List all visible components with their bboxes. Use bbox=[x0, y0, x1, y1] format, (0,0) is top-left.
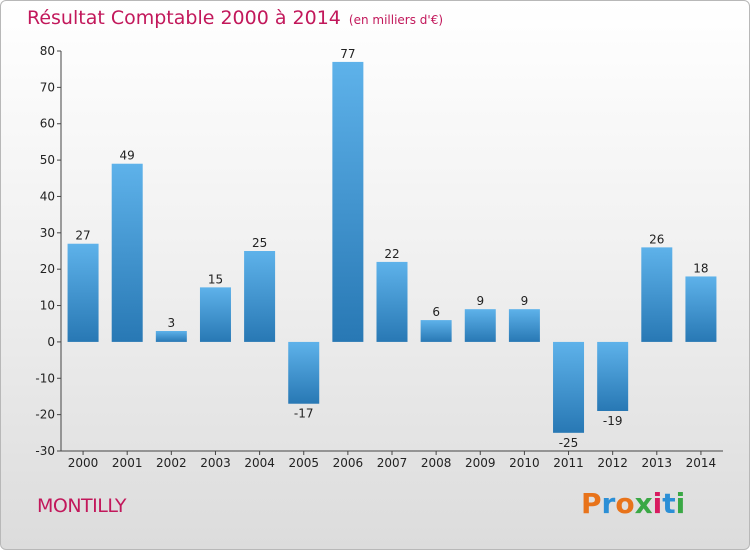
y-tick-label: 10 bbox=[40, 299, 55, 313]
data-label-2011: -25 bbox=[559, 436, 579, 450]
data-label-2002: 3 bbox=[168, 316, 176, 330]
proxiti-logo: Proxiti bbox=[581, 487, 691, 523]
bar-2001 bbox=[111, 163, 143, 342]
logo-letter: P bbox=[581, 487, 602, 520]
city-name: MONTILLY bbox=[37, 495, 127, 517]
bar-2013 bbox=[641, 247, 673, 342]
y-tick-label: 80 bbox=[40, 44, 55, 58]
data-label-2000: 27 bbox=[75, 229, 90, 243]
y-tick-label: 50 bbox=[40, 153, 55, 167]
data-label-2012: -19 bbox=[603, 414, 623, 428]
bar-2014 bbox=[685, 276, 717, 342]
x-tick-label: 2005 bbox=[288, 456, 319, 470]
bar-2009 bbox=[464, 309, 496, 342]
y-tick-label: -20 bbox=[35, 408, 55, 422]
logo-letter: o bbox=[615, 487, 635, 520]
bars bbox=[67, 61, 717, 433]
bar-2010 bbox=[508, 309, 540, 342]
logo-letter: i bbox=[652, 487, 663, 520]
x-tick-label: 2001 bbox=[112, 456, 143, 470]
bar-2005 bbox=[288, 341, 320, 404]
x-tick-label: 2006 bbox=[333, 456, 364, 470]
y-tick-label: -10 bbox=[35, 371, 55, 385]
x-tick-label: 2007 bbox=[377, 456, 408, 470]
y-tick-label: 70 bbox=[40, 80, 55, 94]
bar-2004 bbox=[244, 251, 276, 342]
data-label-2006: 77 bbox=[340, 47, 355, 61]
logo-letter: t bbox=[662, 487, 676, 520]
y-tick-label: 40 bbox=[40, 189, 55, 203]
x-tick-label: 2014 bbox=[686, 456, 717, 470]
title-text: Résultat Comptable 2000 à 2014 bbox=[27, 7, 341, 29]
bar-2000 bbox=[67, 243, 99, 342]
bar-2003 bbox=[199, 287, 231, 342]
y-tick-label: 60 bbox=[40, 117, 55, 131]
data-label-2003: 15 bbox=[208, 272, 223, 286]
x-tick-label: 2000 bbox=[68, 456, 99, 470]
data-label-2001: 49 bbox=[120, 149, 135, 163]
logo-letter: x bbox=[634, 487, 653, 520]
chart-title: Résultat Comptable 2000 à 2014 (en millie… bbox=[27, 7, 443, 29]
title-unit: (en milliers d'€) bbox=[348, 13, 444, 27]
bar-2011 bbox=[553, 341, 585, 433]
y-tick-label: 20 bbox=[40, 262, 55, 276]
bar-2008 bbox=[420, 320, 452, 342]
y-tick-label: 0 bbox=[47, 335, 55, 349]
y-tick-label: -30 bbox=[35, 444, 55, 458]
x-tick-label: 2008 bbox=[421, 456, 452, 470]
data-label-2014: 18 bbox=[693, 261, 708, 275]
data-label-2005: -17 bbox=[294, 407, 314, 421]
x-tick-label: 2009 bbox=[465, 456, 496, 470]
x-tick-label: 2004 bbox=[244, 456, 275, 470]
bar-2006 bbox=[332, 61, 364, 342]
x-tick-label: 2011 bbox=[553, 456, 584, 470]
x-tick-label: 2003 bbox=[200, 456, 231, 470]
data-label-2004: 25 bbox=[252, 236, 267, 250]
x-tick-label: 2013 bbox=[642, 456, 673, 470]
logo-letter: r bbox=[601, 487, 616, 520]
data-label-2013: 26 bbox=[649, 232, 664, 246]
data-label-2007: 22 bbox=[384, 247, 399, 261]
x-tick-label: 2010 bbox=[509, 456, 540, 470]
data-label-2009: 9 bbox=[476, 294, 484, 308]
bar-2007 bbox=[376, 261, 408, 342]
data-label-2008: 6 bbox=[432, 305, 440, 319]
bar-2012 bbox=[597, 341, 629, 411]
logo-letter: i bbox=[675, 487, 686, 520]
y-tick-label: 30 bbox=[40, 226, 55, 240]
data-label-2010: 9 bbox=[521, 294, 529, 308]
x-tick-label: 2002 bbox=[156, 456, 187, 470]
bar-2002 bbox=[155, 331, 187, 342]
x-tick-label: 2012 bbox=[597, 456, 628, 470]
data-labels: 27 49 3 15 25 -17 77 22 6 9 9 -25 -19 26 18 bbox=[75, 47, 708, 450]
